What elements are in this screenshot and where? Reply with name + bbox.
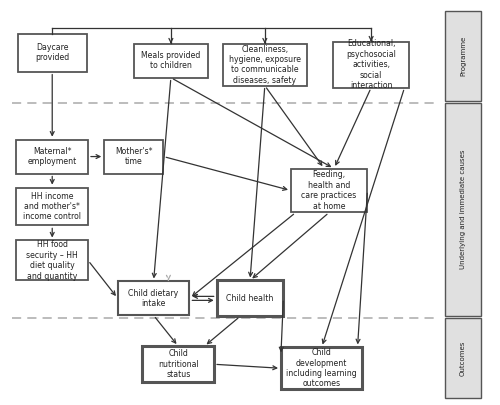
Bar [223, 44, 307, 86]
Text: Meals provided
to children: Meals provided to children [141, 51, 201, 70]
Text: HH income
and mother's*
income control: HH income and mother's* income control [23, 192, 81, 222]
Bar [16, 188, 88, 226]
Bar [16, 140, 88, 173]
Bar [104, 140, 164, 173]
Text: Feeding,
health and
care practices
at home: Feeding, health and care practices at ho… [302, 171, 356, 211]
Text: Child health: Child health [226, 294, 274, 303]
Text: Cleanliness,
hygiene, exposure
to communicable
diseases, safety: Cleanliness, hygiene, exposure to commun… [229, 45, 301, 85]
Text: Underlying and immediate causes: Underlying and immediate causes [460, 150, 466, 269]
Bar [333, 42, 409, 87]
Text: Daycare
provided: Daycare provided [35, 43, 70, 62]
Bar [291, 168, 368, 213]
Bar [446, 318, 481, 398]
Text: Child dietary
intake: Child dietary intake [128, 289, 178, 308]
Text: HH food
security – HH
diet quality
and quantity: HH food security – HH diet quality and q… [26, 240, 78, 281]
Bar [16, 241, 88, 280]
Bar [281, 347, 362, 389]
Bar [446, 102, 481, 316]
Text: Programme: Programme [460, 36, 466, 76]
Bar [134, 44, 208, 78]
Bar [18, 34, 87, 72]
Text: Child
nutritional
status: Child nutritional status [158, 350, 198, 379]
Text: Outcomes: Outcomes [460, 341, 466, 376]
Text: Mother's*
time: Mother's* time [115, 147, 152, 166]
Text: Child
development
including learning
outcomes: Child development including learning out… [286, 348, 357, 388]
Bar [118, 281, 190, 315]
Text: Educational,
psychosocial
activities,
social
interaction: Educational, psychosocial activities, so… [346, 39, 396, 90]
Bar [142, 346, 214, 382]
Text: Maternal*
employment: Maternal* employment [28, 147, 77, 166]
Bar [216, 280, 284, 316]
Bar [446, 11, 481, 100]
